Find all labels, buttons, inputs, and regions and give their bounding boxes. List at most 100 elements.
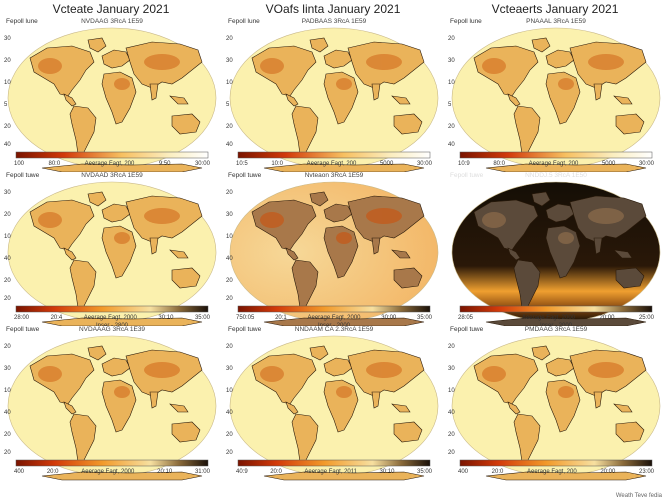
colorbar-tick: 30:00 xyxy=(416,161,432,167)
latitude-label: 20 xyxy=(448,432,455,438)
colorbar-tick: 35:00 xyxy=(416,469,432,475)
world-map xyxy=(446,18,666,178)
colorbar xyxy=(237,151,431,159)
latitude-label: 20 xyxy=(226,124,233,130)
map-panel: Fepoll tuwe NVDAAD 3RcA 1E59 28:00 20:4 Aeer… xyxy=(2,172,222,332)
colorbar-tick: 30:00 xyxy=(194,161,210,167)
world-map xyxy=(446,172,666,332)
panel-label: Fepoll tuwe xyxy=(228,172,262,179)
world-map xyxy=(224,326,444,486)
latitude-label: 30 xyxy=(4,36,11,42)
colorbar-ticks: 28:00 20:4 Aeerage Fagt, 2000 30:10 35:00 xyxy=(14,315,210,321)
colorbar-tick: Aeerage Fagt, 2000 xyxy=(83,315,137,321)
panel-code: PNAAAL 3RcA 1E59 xyxy=(526,18,586,25)
panel-label: Fepoll lune xyxy=(6,18,38,25)
colorbar xyxy=(459,459,653,467)
colorbar-tick: 20:00 xyxy=(599,315,615,321)
colorbar-tick: Aeerage Fagt, 2000 xyxy=(521,315,575,321)
colorbar-tick: 5000 xyxy=(379,161,394,167)
latitude-label: 40 xyxy=(226,256,233,262)
latitude-label: 5 xyxy=(448,102,452,108)
column-title-3: Vcteaerts January 2021 xyxy=(491,2,619,16)
credit-text: Weath Teve fedia xyxy=(615,493,662,499)
latitude-label: 10 xyxy=(448,80,455,86)
panel-code: NVDAAG 3RcA 1E59 xyxy=(81,18,143,25)
world-map xyxy=(446,326,666,486)
colorbar-ticks: 10:9 80:0 Aeerage Fagt, 200 5000 30:00 xyxy=(458,161,654,167)
colorbar xyxy=(15,151,209,159)
latitude-label: 40 xyxy=(4,410,11,416)
latitude-label: 20 xyxy=(448,124,455,130)
colorbar-tick: 100 xyxy=(14,161,25,167)
panel-label: Fepoll tuwe xyxy=(450,326,484,333)
latitude-label: 20 xyxy=(448,344,455,350)
latitude-label: 30 xyxy=(226,58,233,64)
latitude-label: 20 xyxy=(4,124,11,130)
latitude-label: 10 xyxy=(226,388,233,394)
latitude-label: 10 xyxy=(4,388,11,394)
panel-code: NNDAAM CA 2.3RcA 1E59 xyxy=(294,326,374,333)
colorbar-tick: 28:00 xyxy=(14,315,30,321)
colorbar xyxy=(15,459,209,467)
colorbar-tick: 400 xyxy=(14,469,25,475)
colorbar xyxy=(15,305,209,313)
colorbar-ticks: 10:5 10:0 Aeerage Fagt, 200 5000 30:00 xyxy=(236,161,432,167)
map-panel: Fepoll tuwe PMDAAG 3RcA 1E59 400 20:0 Aeerag… xyxy=(446,326,666,486)
latitude-label: 10 xyxy=(226,80,233,86)
colorbar-tick: 28:05 xyxy=(458,315,474,321)
panel-code: NNDDJ.5 3RcA 1E50 xyxy=(525,172,587,179)
latitude-label: 40 xyxy=(4,142,11,148)
panel-label: Fepoll tuwe xyxy=(228,326,262,333)
latitude-label: 20 xyxy=(4,278,11,284)
panel-code: NVDAAAG 3RcA 1E39 xyxy=(78,326,146,333)
colorbar-ticks: 750:05 20:1 Aeerage Fagt, 2000 30:00 35:00 xyxy=(236,315,432,321)
latitude-label: 20 xyxy=(4,344,11,350)
colorbar-tick: 20:0 xyxy=(270,469,282,475)
panel-code: Nvteaon 3RcA 1E59 xyxy=(304,172,364,179)
colorbar-tick: 31:00 xyxy=(194,469,210,475)
map-panel: Fepoll tuwe NNDDJ.5 3RcA 1E50 28:05 Aeerage… xyxy=(446,172,666,332)
colorbar-tick: 23:00 xyxy=(638,469,654,475)
colorbar-tick: 5000 xyxy=(601,161,616,167)
colorbar-tick: 10:5 xyxy=(236,161,248,167)
colorbar-tick: 35:00 xyxy=(194,315,210,321)
map-panel: Fepoll tuwe NVDAAAG 3RcA 1E39 400 20:0 Aeera… xyxy=(2,326,222,486)
panel-label: Fepoll lune xyxy=(228,18,260,25)
panel-code: NVDAAD 3RcA 1E59 xyxy=(81,172,143,179)
latitude-label: 40 xyxy=(4,256,11,262)
latitude-label: 20 xyxy=(226,344,233,350)
colorbar-tick: 20:00 xyxy=(600,469,616,475)
latitude-label: 20 xyxy=(4,296,11,302)
panel-label: Fepoll tuwe xyxy=(6,326,40,333)
colorbar-tick: Aeerage Fagt, 200 xyxy=(526,469,577,475)
colorbar-ticks: 100 80:0 Aeerage Fagt, 200 9:50 30:00 xyxy=(14,161,210,167)
colorbar-tick: 80:0 xyxy=(48,161,61,167)
colorbar-tick: Aeerage Fagt, 200 xyxy=(528,161,579,167)
colorbar xyxy=(459,151,653,159)
colorbar-ticks: 400 20:0 Aeerage Fagt, 2000 20:10 31:00 xyxy=(14,469,210,475)
colorbar-ticks: 40:9 20:0 Aeerage Fagt, 2011 30:10 35:00 xyxy=(236,469,432,475)
colorbar-tick: 20:10 xyxy=(157,469,173,475)
world-map xyxy=(2,172,222,332)
latitude-label: 5 xyxy=(226,102,230,108)
colorbar-tick: Aeerage Fagt, 200 xyxy=(84,161,135,167)
panel-label: Fepoll lune xyxy=(450,18,482,25)
colorbar-tick: 20:0 xyxy=(46,469,59,475)
colorbar xyxy=(237,305,431,313)
latitude-label: 20 xyxy=(4,212,11,218)
latitude-label: 30 xyxy=(4,190,11,196)
latitude-label: 20 xyxy=(448,36,455,42)
latitude-label: 10 xyxy=(4,234,11,240)
latitude-label: 30 xyxy=(226,366,233,372)
colorbar-tick: 10:9 xyxy=(458,161,470,167)
colorbar-tick: 25:00 xyxy=(638,315,654,321)
colorbar-tick: 30:10 xyxy=(379,469,395,475)
latitude-label: 20 xyxy=(226,432,233,438)
map-panel: Fepoll lune PNAAAL 3RcA 1E59 10:9 80:0 Aeera… xyxy=(446,18,666,178)
latitude-label: 40 xyxy=(226,142,233,148)
colorbar-ticks: 28:05 Aeerage Fagt, 2000 20:00 25:00 xyxy=(458,315,654,321)
colorbar-tick: Aeerage Fagt, 2000 xyxy=(81,469,135,475)
latitude-label: 20 xyxy=(226,296,233,302)
colorbar-ticks: 400 20:0 Aeerage Fagt, 200 20:00 23:00 xyxy=(458,469,654,475)
latitude-label: 20 xyxy=(4,432,11,438)
